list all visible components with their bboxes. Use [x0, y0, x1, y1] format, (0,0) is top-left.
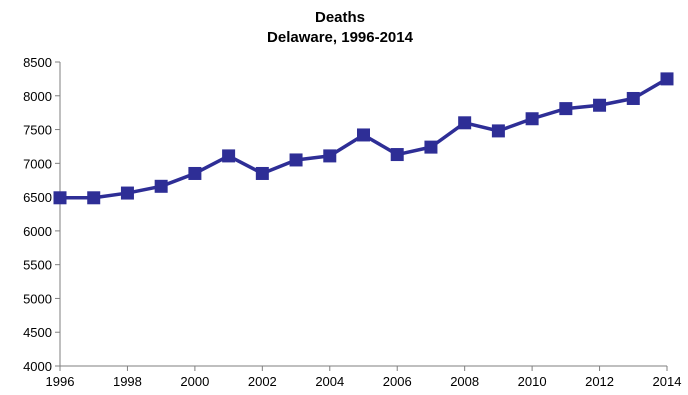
series-deaths: [53, 72, 674, 205]
x-tick-label: 2006: [383, 374, 412, 389]
data-point-1999: [154, 179, 168, 193]
y-tick-label: 7000: [23, 156, 52, 171]
x-tick-label: 1996: [46, 374, 75, 389]
x-tick-label: 2012: [585, 374, 614, 389]
data-point-2003: [289, 153, 303, 167]
data-point-2008: [458, 116, 472, 130]
x-tick-label: 2010: [518, 374, 547, 389]
data-point-2012: [593, 98, 607, 112]
data-point-2006: [390, 148, 404, 162]
y-tick-label: 6500: [23, 190, 52, 205]
x-axis-ticks: 1996 1998 2000 2002 2004 2006 2008 2010 2012 2014: [46, 366, 682, 389]
chart-subtitle: Delaware, 1996-2014: [267, 29, 414, 46]
x-tick-label: 2014: [653, 374, 682, 389]
data-point-2001: [222, 149, 236, 163]
y-tick-label: 4000: [23, 359, 52, 374]
y-tick-label: 4500: [23, 325, 52, 340]
y-tick-label: 7500: [23, 123, 52, 138]
x-tick-label: 2000: [180, 374, 209, 389]
y-tick-label: 5500: [23, 258, 52, 273]
data-point-1998: [120, 186, 134, 200]
data-point-2000: [188, 166, 202, 180]
y-tick-label: 8000: [23, 89, 52, 104]
y-tick-label: 5000: [23, 291, 52, 306]
data-point-1996: [53, 191, 67, 205]
x-tick-label: 2008: [450, 374, 479, 389]
data-point-2009: [491, 124, 505, 138]
chart-title: Deaths: [315, 9, 365, 26]
data-point-2005: [357, 128, 370, 142]
axes: [59, 62, 667, 367]
data-point-2002: [255, 166, 269, 180]
data-point-2011: [559, 102, 573, 116]
data-point-2013: [626, 91, 640, 105]
y-axis-ticks: 4000 4500 5000 5500 6000 6500 7000 7500 8000 8500: [23, 55, 60, 374]
x-tick-label: 1998: [113, 374, 142, 389]
y-tick-label: 8500: [23, 55, 52, 70]
x-tick-label: 2004: [315, 374, 344, 389]
data-point-2010: [525, 112, 539, 126]
y-tick-label: 6000: [23, 224, 52, 239]
data-point-1997: [87, 191, 101, 205]
data-point-2007: [424, 140, 438, 154]
x-tick-label: 2002: [248, 374, 277, 389]
data-point-2004: [323, 149, 337, 163]
data-point-2014: [660, 72, 674, 86]
